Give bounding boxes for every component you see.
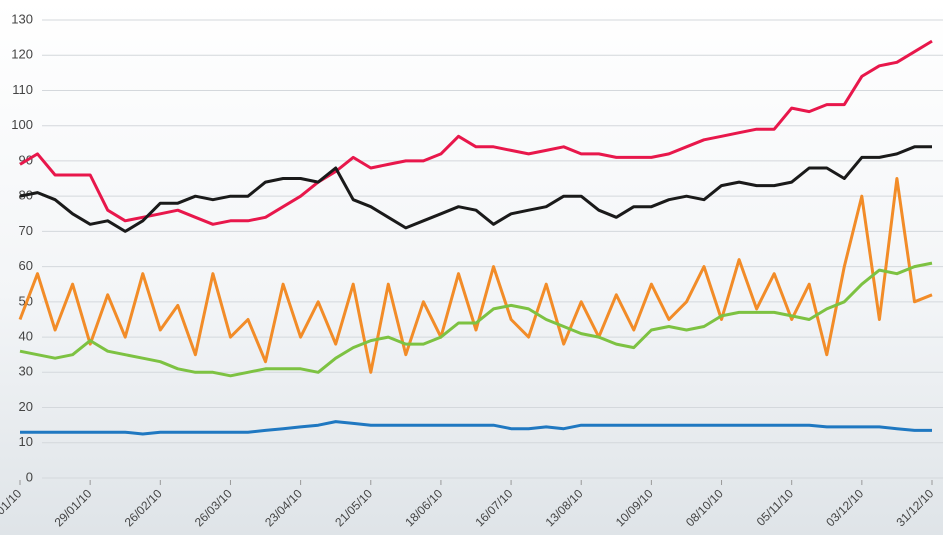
series-line <box>19 261 933 378</box>
y-tick-label: 10 <box>19 434 33 449</box>
y-tick-label: 130 <box>11 11 33 26</box>
series-line <box>20 420 932 436</box>
series-line <box>18 177 933 374</box>
y-tick-label: 120 <box>11 47 33 62</box>
y-tick-label: 60 <box>19 258 33 273</box>
y-tick-label: 100 <box>11 117 33 132</box>
series-line <box>19 145 932 233</box>
series-line <box>19 39 933 226</box>
y-tick-label: 70 <box>19 223 33 238</box>
y-tick-label: 20 <box>19 399 33 414</box>
y-tick-label: 0 <box>26 469 33 484</box>
y-tick-label: 40 <box>19 329 33 344</box>
y-tick-label: 110 <box>12 82 33 97</box>
y-tick-label: 30 <box>19 364 33 379</box>
